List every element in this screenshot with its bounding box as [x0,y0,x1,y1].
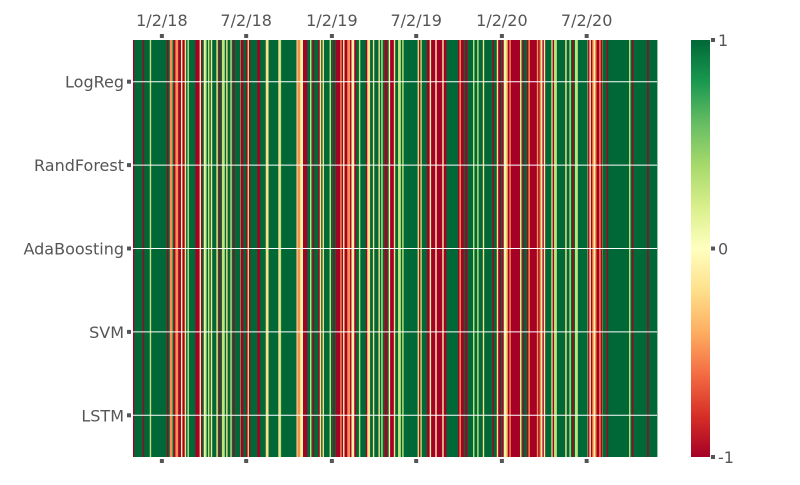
y-tick-mark [127,163,131,168]
y-tick-mark [127,79,131,84]
x-tick-label: 1/2/19 [306,11,358,30]
colorbar-gradient [691,40,710,457]
x-tick-mark-top [159,34,164,38]
x-tick-mark-bottom [159,459,164,463]
x-tick-mark-top [584,34,589,38]
y-tick-label: LSTM [81,406,124,425]
x-tick-mark-bottom [584,459,589,463]
x-tick-label: 7/2/19 [390,11,442,30]
x-tick-mark-top [329,34,334,38]
y-tick-label: SVM [89,323,124,342]
colorbar-tick-mark [711,455,715,459]
x-tick-label: 1/2/20 [476,11,528,30]
colorbar-tick-mark [711,38,715,42]
x-tick-mark-bottom [244,459,249,463]
colorbar-tick-label: 1 [718,31,728,50]
y-tick-mark [127,413,131,418]
x-tick-label: 1/2/18 [136,11,188,30]
colorbar: 1 0 -1 [691,31,734,467]
x-tick-mark-top [414,34,419,38]
x-tick-mark-bottom [499,459,504,463]
y-axis: LogReg RandForest AdaBoosting SVM LSTM [23,73,131,425]
x-tick-mark-top [244,34,249,38]
colorbar-tick-label: -1 [718,448,734,467]
y-tick-label: AdaBoosting [23,240,124,259]
x-tick-mark-bottom [414,459,419,463]
x-tick-label: 7/2/18 [220,11,272,30]
x-axis: 1/2/18 7/2/18 1/2/19 7/2/19 1/2/20 7/2/20 [136,11,612,463]
x-tick-label: 7/2/20 [561,11,613,30]
y-tick-label: RandForest [34,156,124,175]
y-tick-mark [127,329,131,334]
colorbar-tick-mark [711,246,715,251]
y-tick-label: LogReg [65,73,124,92]
x-tick-mark-top [499,34,504,38]
colorbar-tick-label: 0 [718,240,728,259]
y-tick-mark [127,246,131,251]
grid-lines [133,81,657,416]
x-tick-mark-bottom [329,459,334,463]
